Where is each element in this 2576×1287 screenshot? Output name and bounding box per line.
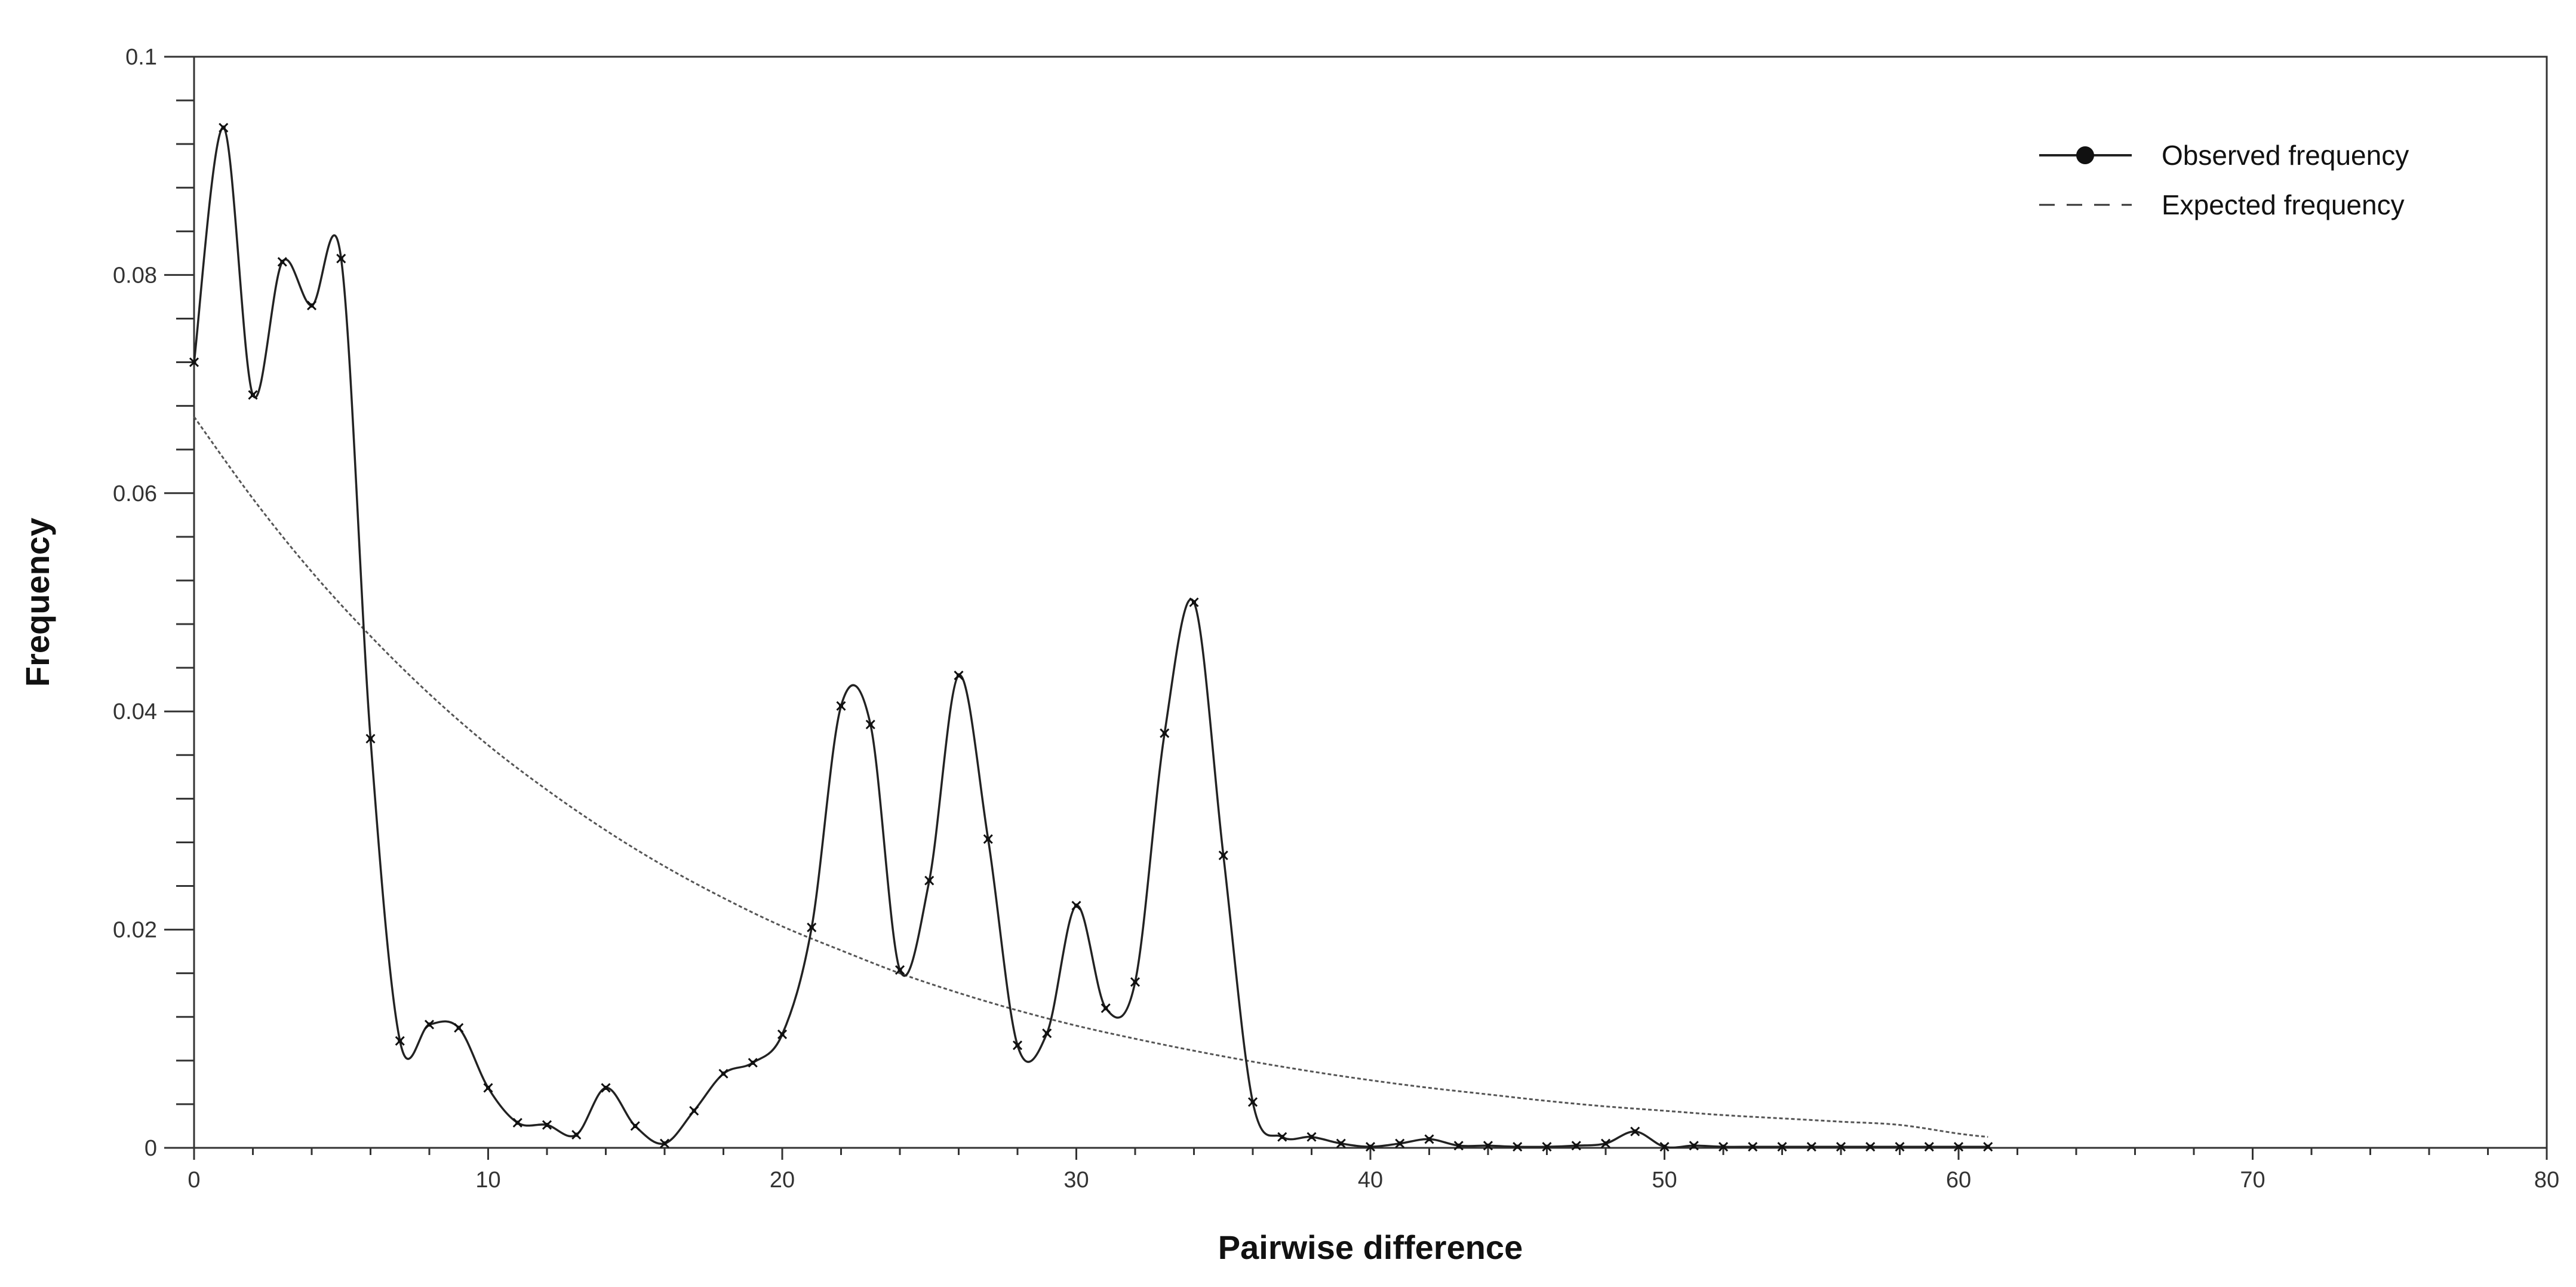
- observed-point: [336, 253, 346, 264]
- x-tick-label: 10: [475, 1168, 500, 1193]
- observed-point: [1336, 1138, 1346, 1148]
- y-tick-label: 0.04: [113, 699, 157, 724]
- observed-point: [1101, 1003, 1111, 1013]
- expected-frequency-line: [193, 416, 1988, 1138]
- legend: Observed frequency Expected frequency: [2039, 140, 2409, 220]
- observed-point: [1659, 1142, 1670, 1152]
- x-axis-title: Pairwise difference: [1218, 1228, 1523, 1266]
- y-tick-label: 0.02: [113, 918, 157, 943]
- observed-point: [1689, 1141, 1699, 1151]
- observed-point: [483, 1083, 493, 1093]
- x-tick-label: 30: [1063, 1168, 1089, 1193]
- observed-point: [807, 922, 817, 933]
- observed-point: [748, 1058, 758, 1068]
- observed-point: [1924, 1142, 1934, 1152]
- observed-point: [894, 965, 905, 975]
- legend-observed-label: Observed frequency: [2162, 140, 2409, 171]
- observed-point: [954, 670, 964, 680]
- x-tick-label: 20: [770, 1168, 795, 1193]
- observed-point: [1953, 1142, 1964, 1152]
- y-axis: 0 0.02 0.04 0.06 0.08 0.1: [113, 45, 194, 1161]
- legend-expected-label: Expected frequency: [2162, 189, 2405, 220]
- observed-point: [542, 1120, 552, 1130]
- observed-point: [718, 1068, 728, 1079]
- observed-point: [1542, 1142, 1552, 1152]
- observed-point: [1012, 1040, 1023, 1051]
- observed-point: [1895, 1142, 1905, 1152]
- legend-observed-marker-icon: [2076, 146, 2094, 164]
- observed-point: [395, 1036, 405, 1046]
- observed-point: [219, 122, 229, 133]
- observed-point: [277, 257, 287, 267]
- observed-point: [1806, 1142, 1816, 1152]
- y-tick-label: 0: [145, 1136, 157, 1161]
- observed-point: [601, 1083, 611, 1093]
- observed-point: [1718, 1142, 1729, 1152]
- observed-point: [1395, 1138, 1405, 1148]
- observed-point: [1630, 1126, 1640, 1137]
- x-tick-label: 60: [1946, 1168, 1971, 1193]
- expected-series: [193, 416, 1988, 1138]
- observed-point: [1513, 1142, 1523, 1152]
- y-axis-title: Frequency: [19, 518, 56, 687]
- observed-point: [571, 1130, 582, 1140]
- observed-point: [630, 1121, 640, 1131]
- observed-point: [659, 1138, 670, 1148]
- observed-point: [1160, 728, 1170, 738]
- x-tick-label: 80: [2534, 1168, 2559, 1193]
- x-tick-label: 50: [1652, 1168, 1677, 1193]
- observed-point: [365, 733, 376, 744]
- observed-point: [1307, 1132, 1317, 1142]
- observed-point: [777, 1029, 788, 1040]
- observed-point: [1247, 1097, 1258, 1107]
- observed-point: [189, 357, 199, 367]
- observed-point: [1865, 1142, 1876, 1152]
- observed-point: [424, 1019, 435, 1030]
- observed-point: [1130, 977, 1141, 987]
- observed-point: [1777, 1142, 1787, 1152]
- observed-point: [1483, 1141, 1493, 1151]
- observed-series: [189, 122, 1993, 1152]
- observed-point: [1189, 597, 1199, 607]
- observed-point: [1071, 901, 1081, 911]
- observed-point: [1218, 850, 1228, 861]
- observed-point: [1600, 1138, 1611, 1148]
- observed-point: [1571, 1141, 1581, 1151]
- observed-point: [836, 701, 846, 711]
- observed-point: [454, 1022, 464, 1033]
- y-tick-label: 0.1: [125, 45, 157, 70]
- x-tick-label: 70: [2240, 1168, 2265, 1193]
- observed-point: [248, 390, 258, 400]
- observed-point: [924, 876, 935, 886]
- observed-point: [1983, 1142, 1993, 1152]
- observed-point: [865, 720, 875, 730]
- x-axis: 0 10 20 30 40 50 60 70 80: [187, 1148, 2559, 1193]
- y-tick-label: 0.06: [113, 481, 157, 506]
- observed-point: [1277, 1132, 1287, 1142]
- observed-point: [1836, 1142, 1846, 1152]
- observed-point: [1365, 1142, 1376, 1152]
- observed-point: [1042, 1028, 1052, 1039]
- x-tick-label: 0: [187, 1168, 200, 1193]
- observed-point: [1748, 1142, 1758, 1152]
- observed-point: [1424, 1134, 1434, 1144]
- x-tick-label: 40: [1358, 1168, 1383, 1193]
- y-tick-label: 0.08: [113, 263, 157, 288]
- observed-point: [1453, 1141, 1464, 1151]
- observed-point: [306, 300, 317, 311]
- observed-point: [512, 1117, 522, 1128]
- observed-point: [983, 834, 993, 844]
- observed-frequency-line: [193, 127, 1988, 1149]
- observed-point: [689, 1105, 699, 1116]
